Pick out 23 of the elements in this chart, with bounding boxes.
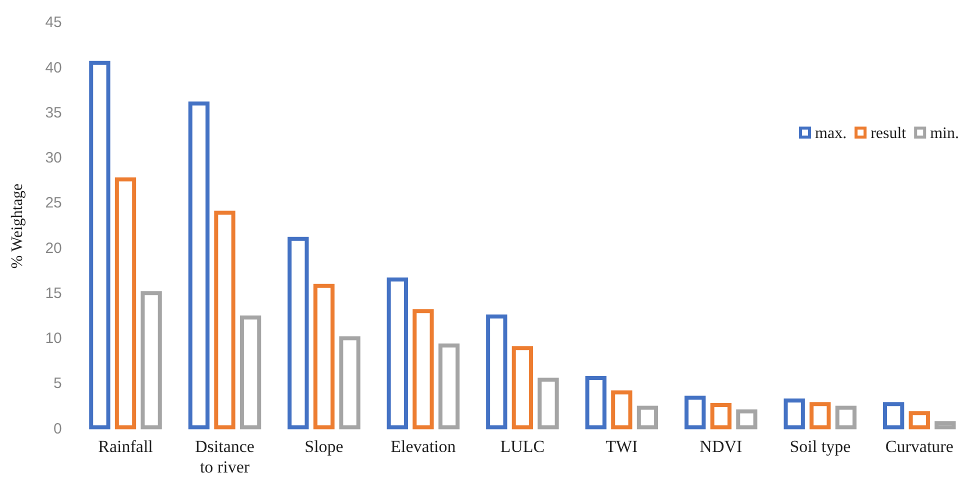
y-tick-label: 5 [54,375,62,392]
y-tick-label: 20 [45,240,62,257]
x-tick-label: Elevation [390,436,456,456]
x-tick-label: LULC [500,436,545,456]
x-tick-label: TWI [606,436,638,456]
x-tick-label: Rainfall [98,436,154,456]
x-tick-label: NDVI [700,436,742,456]
y-tick-label: 0 [54,420,62,438]
legend-label: result [870,124,907,142]
x-tick-label: Soil type [790,436,851,456]
legend-label: min. [930,124,959,142]
y-tick-label: 30 [45,150,62,167]
x-tick-label: Slope [304,436,344,456]
y-tick-label: 35 [45,104,62,122]
y-tick-label: 15 [45,284,62,302]
y-tick-label: 10 [45,330,62,348]
x-tick-label: Dsitance to river [194,436,254,476]
y-axis-title: % Weightage [8,184,26,269]
y-tick-label: 25 [45,194,62,212]
x-tick-label: Curvature [885,436,954,456]
y-tick-label: 40 [45,59,62,76]
legend-label: max. [815,124,847,142]
y-tick-label: 45 [45,14,62,32]
